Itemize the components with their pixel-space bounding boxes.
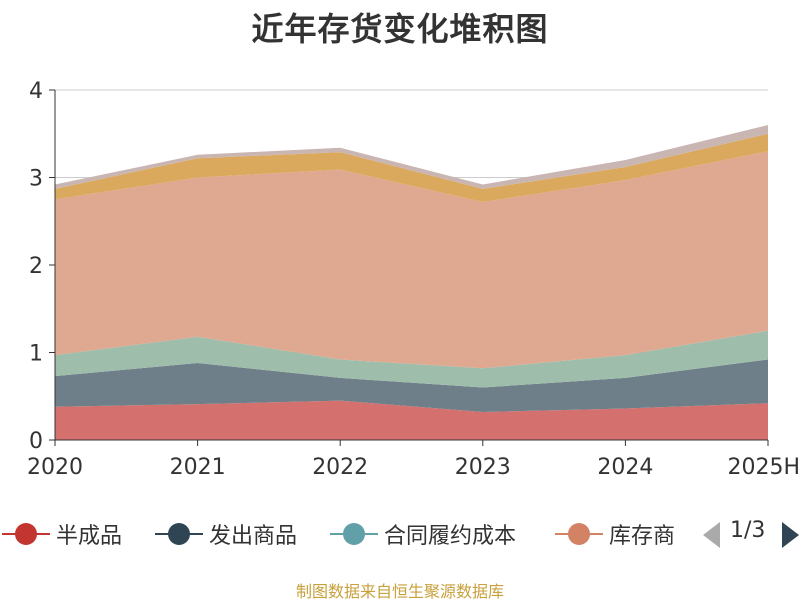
y-tick-label: 0: [29, 429, 43, 454]
legend-page-indicator: 1/3: [730, 518, 766, 543]
legend-label: 库存商: [609, 524, 676, 549]
legend-marker: [155, 514, 203, 554]
area-series-2: [55, 330, 768, 388]
x-tick-label: 2021: [170, 455, 226, 480]
x-tick-label: 2022: [312, 455, 368, 480]
legend: 半成品 发出商品 合同履约成本 库存商: [0, 514, 800, 554]
legend-item-1[interactable]: 发出商品: [155, 514, 297, 554]
y-tick-label: 1: [29, 342, 43, 367]
area-series-1: [55, 359, 768, 412]
legend-dot: [568, 523, 590, 545]
area-series-4: [55, 133, 768, 202]
legend-marker: [555, 514, 603, 554]
data-source-footer: 制图数据来自恒生聚源数据库: [295, 582, 504, 601]
legend-prev-arrow-icon[interactable]: [703, 522, 720, 548]
y-tick-label: 2: [29, 254, 43, 279]
x-tick-label: 2023: [455, 455, 511, 480]
legend-label: 半成品: [56, 524, 123, 549]
x-tick-label: 2024: [597, 455, 653, 480]
legend-item-2[interactable]: 合同履约成本: [330, 514, 516, 554]
y-tick-label: 4: [29, 79, 43, 104]
legend-label: 发出商品: [209, 524, 298, 549]
legend-dot: [343, 523, 365, 545]
x-tick-label: 2020: [27, 455, 83, 480]
legend-item-3[interactable]: 库存商: [555, 514, 737, 554]
x-tick-label: 2025H: [727, 455, 800, 480]
area-series-0: [55, 400, 768, 440]
legend-marker: [2, 514, 50, 554]
chart-title: 近年存货变化堆积图: [251, 10, 549, 48]
y-tick-label: 3: [29, 167, 43, 192]
legend-label: 合同履约成本: [384, 524, 517, 549]
area-series-3: [55, 151, 768, 369]
legend-item-0[interactable]: 半成品: [2, 514, 122, 554]
legend-dot: [15, 523, 37, 545]
legend-marker: [330, 514, 378, 554]
legend-dot: [168, 523, 190, 545]
area-series-5: [55, 125, 768, 189]
legend-next-arrow-icon[interactable]: [782, 522, 799, 548]
